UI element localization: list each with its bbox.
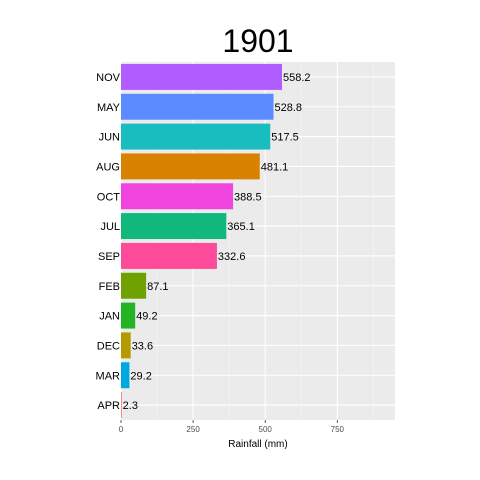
x-axis-ticks: 0 250 500 750 [119,420,345,434]
bar-sep [121,242,217,269]
value-label-oct: 388.5 [234,191,262,203]
bar-dec [121,332,131,359]
value-label-aug: 481.1 [261,161,289,173]
category-label-jan: JAN [99,311,120,323]
value-labels: 558.2 528.8 517.5 481.1 388.5 365.1 332.6 87.1 4… [123,72,311,412]
x-tick-label: 0 [119,425,124,434]
plot-panel [121,62,395,420]
category-label-oct: OCT [97,191,121,203]
category-labels: NOV MAY JUN AUG OCT JUL SEP FEB JAN DEC MAR APR [96,72,121,412]
value-label-jun: 517.5 [271,132,299,144]
value-label-feb: 87.1 [147,281,168,293]
bar-feb [121,272,147,299]
category-label-aug: AUG [96,161,120,173]
category-label-feb: FEB [99,281,120,293]
value-label-dec: 33.6 [132,340,153,352]
bar-may [121,93,274,120]
value-label-apr: 2.3 [123,400,138,412]
x-tick-label: 250 [186,425,200,434]
bars [121,63,282,419]
value-label-jan: 49.2 [136,311,157,323]
bar-jan [121,302,136,329]
category-label-jul: JUL [100,221,120,233]
category-label-may: MAY [97,102,121,114]
bar-mar [121,362,130,389]
bar-jun [121,123,271,150]
value-label-jul: 365.1 [227,221,255,233]
bar-jul [121,213,227,240]
value-label-sep: 332.6 [218,251,246,263]
bar-aug [121,153,260,180]
category-label-sep: SEP [98,251,120,263]
bar-oct [121,183,234,210]
value-label-may: 528.8 [275,102,303,114]
bar-apr [121,392,122,419]
x-tick-label: 750 [331,425,345,434]
category-label-dec: DEC [97,340,120,352]
category-label-apr: APR [97,400,120,412]
chart-title: 1901 [222,23,293,59]
x-axis-title: Rainfall (mm) [228,439,287,450]
x-tick-label: 500 [259,425,273,434]
category-label-jun: JUN [99,132,120,144]
value-label-nov: 558.2 [283,72,311,84]
category-label-mar: MAR [96,370,121,382]
value-label-mar: 29.2 [130,370,151,382]
bar-nov [121,63,282,90]
category-label-nov: NOV [96,72,121,84]
